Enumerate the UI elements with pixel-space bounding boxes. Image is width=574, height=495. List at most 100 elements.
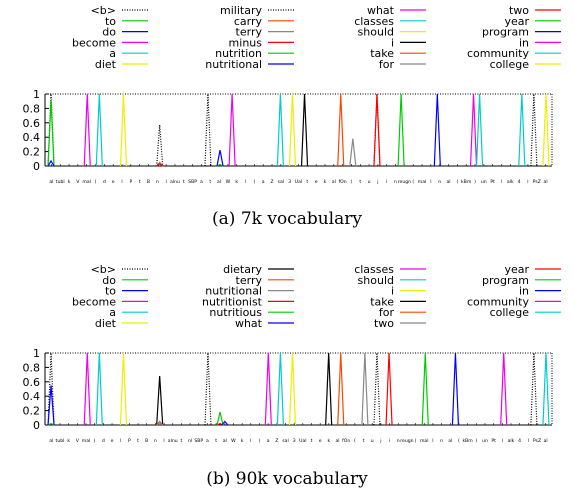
series-7k bbox=[47, 93, 550, 167]
legend-label-carry: carry bbox=[234, 15, 263, 28]
legend-label-nutritional: nutritional bbox=[205, 285, 262, 298]
x-tick-label: al bbox=[49, 179, 53, 185]
series-peak-nutritious bbox=[216, 411, 224, 426]
x-tick-label: 4 bbox=[518, 438, 521, 444]
legend-label-nutritional: nutritional bbox=[205, 58, 262, 71]
x-tick-label: t bbox=[306, 179, 308, 185]
y-tick-label: 0.2 bbox=[23, 146, 41, 159]
legend-label-year: year bbox=[504, 263, 529, 276]
x-tick-label: reugn bbox=[398, 179, 411, 185]
x-tick-label: kBm bbox=[462, 438, 473, 444]
legend-label-classes: classes bbox=[354, 15, 394, 28]
x-tick-label: ( bbox=[351, 179, 353, 185]
x-tick-label: e bbox=[112, 180, 115, 185]
series-peak-b bbox=[530, 352, 538, 426]
x-tick-label: k bbox=[235, 179, 238, 185]
legend-label-i: i bbox=[391, 36, 394, 49]
series-peak-b bbox=[204, 93, 212, 167]
x-tick-label: 3 bbox=[293, 438, 296, 444]
x-tick-label: PsZ bbox=[533, 438, 541, 444]
x-tick-label: alnu bbox=[168, 438, 178, 444]
legend-label-b: <b> bbox=[91, 263, 116, 276]
series-peak-do bbox=[47, 422, 55, 426]
x-tick-label: mal bbox=[418, 179, 427, 185]
series-90k bbox=[47, 352, 550, 426]
x-tick-label: mal bbox=[82, 179, 91, 185]
x-tick-label: j bbox=[379, 438, 381, 444]
x-tick-label: reugn bbox=[400, 438, 413, 444]
x-tick-label: d bbox=[103, 179, 106, 185]
y-ticks-90k: 00.2 0.40.6 0.81 bbox=[23, 347, 49, 432]
x-tick-label: a bbox=[267, 439, 270, 444]
x-tick-label: l bbox=[527, 179, 528, 185]
x-tick-label: i bbox=[386, 179, 387, 185]
series-peak-b bbox=[47, 352, 55, 426]
series-peak-two bbox=[373, 93, 381, 167]
series-peak-community bbox=[500, 352, 508, 426]
legend-label-college: college bbox=[490, 306, 530, 319]
series-peak-year bbox=[385, 352, 393, 426]
legend-label-diet: diet bbox=[95, 317, 117, 330]
legend-label-what: what bbox=[367, 4, 395, 17]
y-tick-label: 1 bbox=[33, 347, 40, 360]
legend-label-b: <b> bbox=[91, 4, 116, 17]
legend-label-should: should bbox=[358, 274, 394, 287]
y-tick-label: 0 bbox=[33, 419, 40, 432]
x-tick-label: l bbox=[245, 179, 246, 185]
x-tick-label: mal bbox=[420, 438, 429, 444]
x-tick-label: ( bbox=[94, 438, 96, 444]
x-tick-label: mal bbox=[82, 438, 91, 444]
x-tick-label: al bbox=[335, 438, 339, 444]
series-peak-do bbox=[47, 159, 55, 167]
x-tick-label: B bbox=[147, 179, 150, 185]
legend-label-year: year bbox=[504, 15, 529, 28]
legend-label-for: for bbox=[379, 58, 395, 71]
legend-label-two: two bbox=[374, 317, 394, 330]
x-tick-label: PsZ bbox=[533, 179, 541, 185]
series-peak-diet bbox=[119, 352, 128, 426]
legend-label-to: to bbox=[105, 285, 116, 298]
x-tick-label: ) bbox=[475, 438, 477, 444]
legend-label-military: military bbox=[220, 4, 262, 17]
x-tick-label: Pt bbox=[491, 438, 496, 444]
series-peak-i bbox=[288, 352, 297, 426]
x-tick-label: alk bbox=[508, 438, 515, 444]
y-tick-label: 0.8 bbox=[23, 361, 41, 374]
legend-label-what: what bbox=[235, 317, 263, 330]
x-tick-label: ) bbox=[474, 179, 476, 185]
legend-label-do: do bbox=[102, 274, 116, 287]
x-tick-label: k bbox=[67, 438, 70, 444]
legend-label-become: become bbox=[72, 295, 116, 308]
x-tick-label: tubl bbox=[56, 179, 65, 185]
legend-label-should: should bbox=[358, 26, 394, 39]
x-tick-label: ( bbox=[354, 438, 356, 444]
x-tick-label: al bbox=[544, 438, 548, 444]
x-tick-label: B bbox=[145, 438, 148, 444]
legend-label-program: program bbox=[482, 26, 529, 39]
x-tick-label: t bbox=[209, 179, 211, 185]
x-tick-label: k bbox=[328, 438, 331, 444]
series-peak-dietary bbox=[156, 376, 164, 426]
legend-label-i: i bbox=[391, 285, 394, 298]
y-tick-label: 0.4 bbox=[23, 390, 41, 403]
x-tick-label: l bbox=[430, 179, 431, 185]
x-tick-label: l bbox=[501, 179, 502, 185]
x-tick-label: alk bbox=[507, 179, 514, 185]
series-peak-for bbox=[337, 352, 345, 426]
series-peak-minus bbox=[156, 163, 164, 167]
x-tick-label: Z bbox=[275, 438, 278, 444]
x-tick-label: kBm bbox=[461, 179, 472, 185]
series-peak-diet bbox=[119, 93, 128, 167]
legend-label-two: two bbox=[509, 4, 529, 17]
x-tick-label: ( bbox=[95, 179, 97, 185]
x-tick-label: al bbox=[544, 179, 548, 185]
legend-label-diet: diet bbox=[95, 58, 117, 71]
x-tick-label: Ual bbox=[299, 438, 306, 444]
series-peak-to bbox=[47, 385, 55, 426]
y-tick-label: 0.4 bbox=[23, 131, 41, 144]
x-tick-label: sal bbox=[278, 179, 285, 185]
